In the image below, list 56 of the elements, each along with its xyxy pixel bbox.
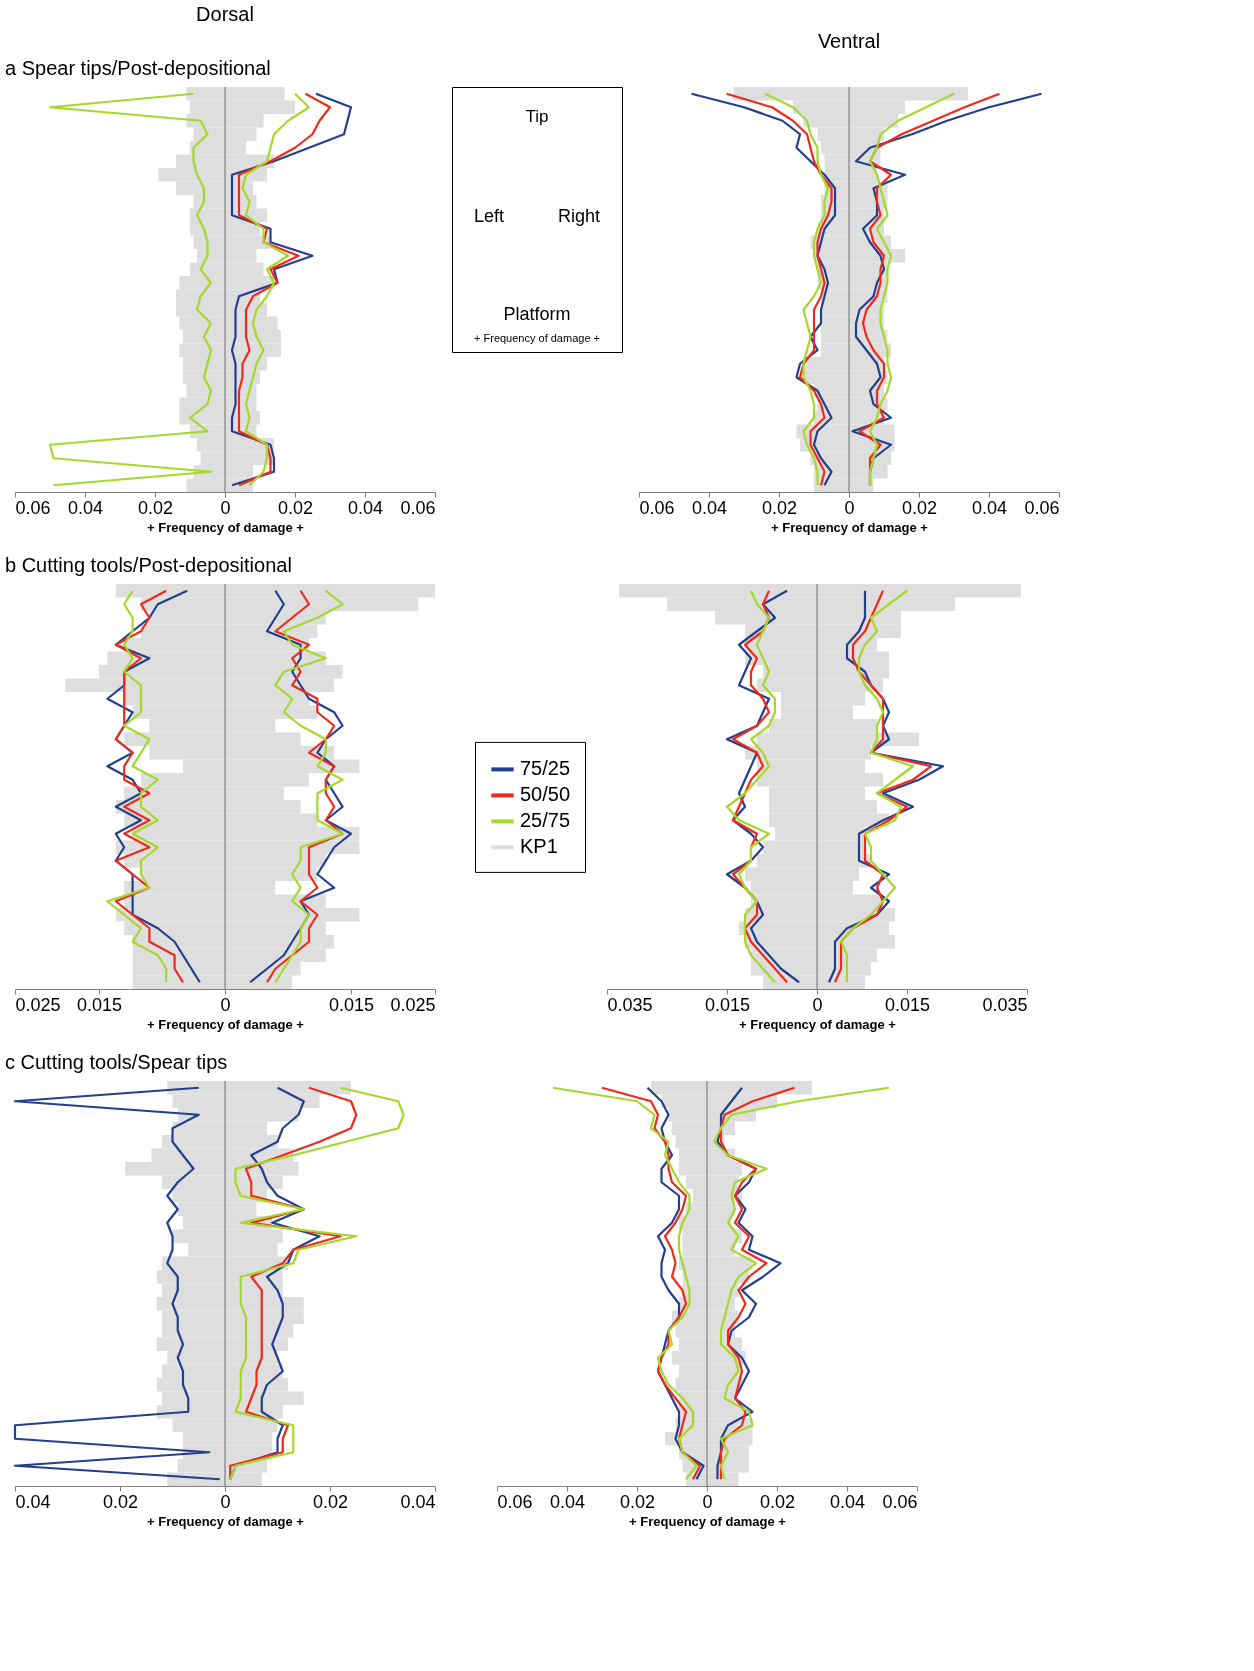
x-tick-label: 0.02: [102, 1491, 139, 1512]
x-tick-label: 0.035: [982, 994, 1028, 1015]
legend-label: 25/75: [520, 809, 571, 832]
text: Right: [557, 206, 600, 226]
text: Platform: [503, 304, 571, 324]
x-tick-label: 0: [220, 1491, 231, 1512]
x-tick-label: 0.02: [761, 497, 798, 518]
x-tick-label: 0.015: [884, 994, 931, 1015]
x-tick-label: 0.025: [390, 994, 436, 1015]
x-tick-label: 0.06: [400, 497, 436, 518]
x-tick-label: 0.025: [15, 994, 61, 1015]
x-tick-label: 0: [812, 994, 823, 1015]
x-axis-title: + Frequency of damage +: [147, 1513, 305, 1529]
x-tick-label: 0.04: [67, 497, 104, 518]
x-tick-label: 0.02: [619, 1491, 656, 1512]
x-tick-label: 0.04: [691, 497, 728, 518]
x-tick-label: 0.04: [971, 497, 1008, 518]
x-tick-label: 0.02: [137, 497, 174, 518]
x-tick-label: 0: [702, 1491, 713, 1512]
x-tick-label: 0.02: [312, 1491, 349, 1512]
x-axis-title: + Frequency of damage +: [147, 1016, 305, 1032]
x-tick-label: 0.015: [76, 994, 123, 1015]
text: Left: [474, 206, 505, 226]
x-tick-label: 0.02: [277, 497, 314, 518]
x-tick-label: 0.04: [347, 497, 384, 518]
x-tick-label: 0.06: [639, 497, 675, 518]
x-tick-label: 0.02: [901, 497, 938, 518]
x-tick-label: 0.06: [882, 1491, 918, 1512]
x-tick-label: 0.06: [497, 1491, 533, 1512]
x-tick-label: 0.015: [328, 994, 375, 1015]
x-axis-title: + Frequency of damage +: [147, 519, 305, 535]
chart-subtitle: b Cutting tools/Post-depositional: [5, 554, 292, 576]
chart-title: Dorsal: [196, 3, 254, 25]
legend-label: 75/25: [520, 757, 571, 780]
x-tick-label: 0.04: [549, 1491, 586, 1512]
x-axis-title: + Frequency of damage +: [739, 1016, 897, 1032]
x-tick-label: 0: [844, 497, 855, 518]
x-tick-label: 0: [220, 994, 231, 1015]
x-axis-title: + Frequency of damage +: [771, 519, 929, 535]
x-tick-label: 0: [220, 497, 231, 518]
chart-title: Ventral: [817, 30, 881, 53]
x-axis-title: + Frequency of damage +: [629, 1513, 787, 1529]
chart-subtitle: a Spear tips/Post-depositional: [5, 57, 271, 79]
x-tick-label: 0.04: [15, 1491, 51, 1512]
text: Tip: [525, 107, 549, 126]
chart-subtitle: c Cutting tools/Spear tips: [5, 1051, 228, 1073]
x-tick-label: 0.02: [759, 1491, 796, 1512]
legend-label: KP1: [520, 835, 558, 858]
x-tick-label: 0.04: [829, 1491, 866, 1512]
text: + Frequency of damage +: [474, 332, 600, 344]
x-tick-label: 0.06: [15, 497, 51, 518]
x-tick-label: 0.035: [607, 994, 653, 1015]
x-tick-label: 0.04: [400, 1491, 436, 1512]
legend-label: 50/50: [520, 783, 571, 806]
x-tick-label: 0.06: [1024, 497, 1060, 518]
x-tick-label: 0.015: [704, 994, 751, 1015]
